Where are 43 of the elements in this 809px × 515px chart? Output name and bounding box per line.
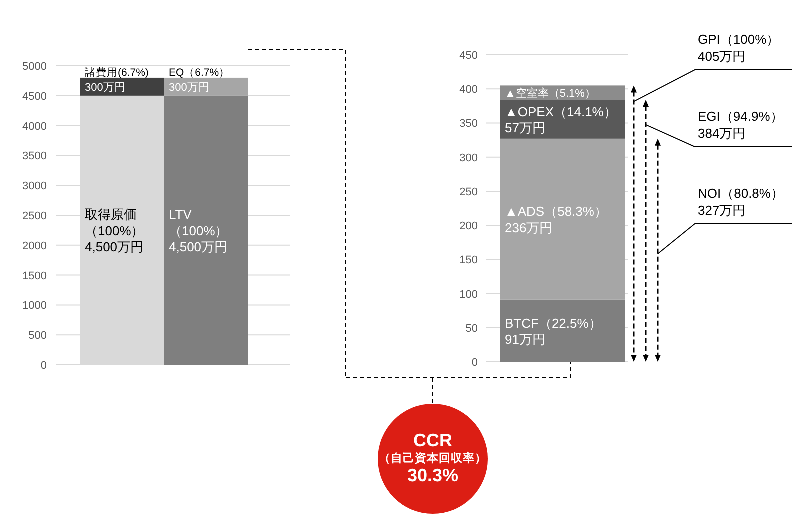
series-label: ▲OPEX（14.1%）: [505, 104, 617, 120]
y-tick-label: 1000: [22, 300, 47, 312]
data-label: 4,500万円: [85, 240, 144, 255]
y-tick-label: 400: [460, 84, 478, 96]
y-tick-label: 5000: [22, 61, 47, 73]
series-label: 諸費用(6.7%): [85, 66, 149, 79]
series-label: ▲空室率（5.1%）: [505, 87, 596, 100]
data-label: 300万円: [169, 82, 210, 94]
data-label: 236万円: [505, 220, 553, 236]
series-label: EQ（6.7%）: [169, 66, 230, 79]
y-tick-label: 350: [460, 118, 478, 130]
y-tick-label: 450: [460, 50, 478, 62]
y-tick-label: 0: [472, 357, 478, 369]
data-label: 91万円: [505, 332, 546, 348]
series-label: BTCF（22.5%）: [505, 316, 602, 331]
data-label: 300万円: [85, 82, 126, 94]
series-label: ▲ADS（58.3%）: [505, 204, 608, 220]
y-tick-label: 2500: [22, 210, 47, 222]
y-tick-label: 0: [40, 360, 47, 372]
y-tick-label: 3000: [22, 180, 47, 193]
y-tick-label: 50: [466, 322, 478, 335]
y-tick-label: 100: [460, 288, 478, 301]
y-tick-label: 4500: [22, 90, 47, 103]
y-tick-label: 300: [460, 152, 478, 164]
text: CCR （自己資本回収率） 30.3%: [379, 430, 487, 486]
y-tick-label: 200: [460, 220, 478, 233]
y-tick-label: 1500: [22, 270, 47, 282]
text: GPI（100%） 405万円: [698, 32, 780, 64]
bar: [500, 100, 625, 139]
text: NOI（80.8%） 327万円: [698, 186, 784, 218]
y-tick-label: 2000: [22, 240, 47, 252]
y-tick-label: 4000: [22, 120, 47, 133]
series-label: 取得原価（100%）: [85, 207, 144, 238]
data-label: 57万円: [505, 120, 546, 136]
data-label: 4,500万円: [169, 240, 228, 255]
bar: [500, 300, 625, 362]
bar: [500, 138, 625, 300]
text: EGI（94.9%） 384万円: [698, 109, 784, 141]
y-tick-label: 3500: [22, 150, 47, 163]
y-tick-label: 500: [28, 330, 47, 342]
y-tick-label: 250: [460, 186, 478, 198]
y-tick-label: 150: [460, 254, 478, 267]
series-label: LTV（100%）: [169, 207, 228, 238]
